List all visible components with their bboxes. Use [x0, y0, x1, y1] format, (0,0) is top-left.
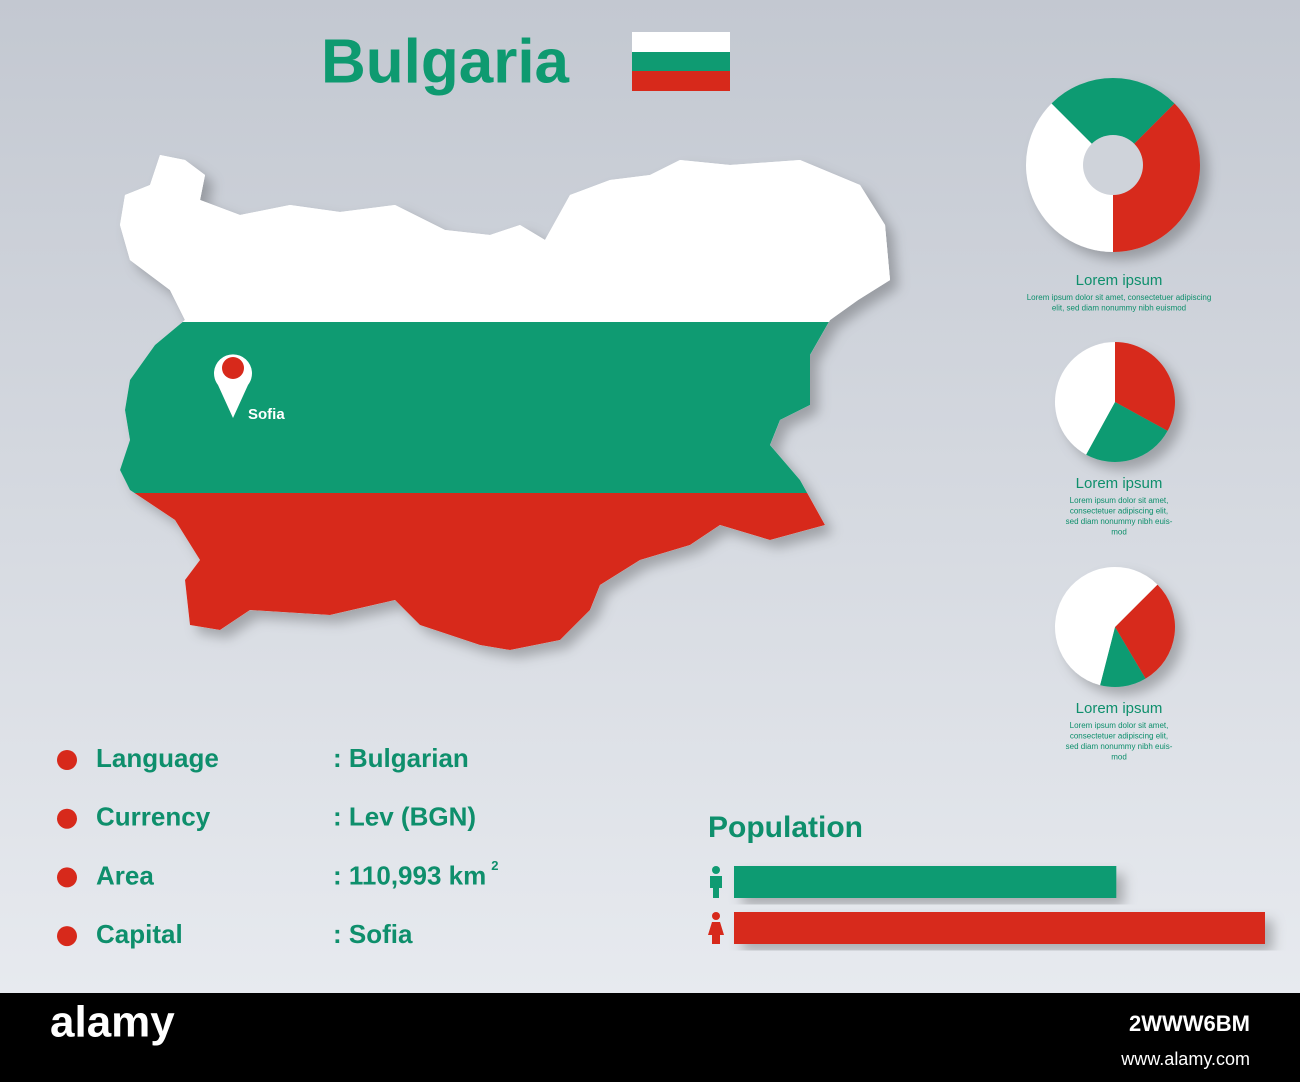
pie-text: elit, sed diam nonummy nibh euismod — [1052, 304, 1186, 313]
pie-text: consectetuer adipiscing elit, — [1070, 507, 1168, 516]
pie-segment — [1051, 77, 1175, 165]
info-label: Capital — [96, 919, 183, 949]
pie-text: Lorem ipsum dolor sit amet, — [1070, 496, 1169, 505]
bullet — [57, 926, 77, 947]
pie-segment — [1113, 103, 1200, 252]
pie-text: mod — [1111, 528, 1127, 537]
footer-logo: alamy — [50, 998, 175, 1047]
pie-segment — [1055, 567, 1158, 686]
footer-url: www.alamy.com — [1120, 1049, 1250, 1069]
info-sup: 2 — [491, 858, 498, 873]
bullet — [57, 750, 77, 770]
footer — [0, 993, 1300, 1082]
population: Population — [708, 811, 1265, 944]
info-label: Language — [96, 743, 219, 773]
pie-segment — [1026, 103, 1113, 252]
person-body — [710, 876, 722, 898]
pie-charts: Lorem ipsum Lorem ipsum dolor sit amet, c… — [1026, 77, 1212, 762]
population-title: Population — [708, 811, 863, 844]
title: Bulgaria — [321, 27, 570, 96]
pie-title: Lorem ipsum — [1076, 700, 1163, 717]
person-head — [712, 866, 720, 874]
pie — [1055, 567, 1175, 687]
pie-segment — [1100, 627, 1146, 687]
pie-title: Lorem ipsum — [1076, 475, 1163, 492]
pie-text: sed diam nonummy nibh euis- — [1066, 517, 1173, 526]
population-bar — [734, 912, 1265, 944]
pie-title: Lorem ipsum — [1076, 272, 1163, 289]
info-label: Area — [96, 860, 154, 890]
info-value: : 110,993 km — [333, 860, 486, 890]
bullet — [57, 867, 77, 888]
person-body — [708, 922, 724, 944]
info-value: : Lev (BGN) — [333, 802, 476, 832]
image-id: 2WWW6BM — [1129, 1011, 1250, 1036]
pie — [1026, 77, 1200, 252]
pie-text: sed diam nonummy nibh euis- — [1066, 742, 1173, 751]
capital-label: Sofia — [248, 406, 285, 423]
pie-text: mod — [1111, 753, 1127, 762]
pie-segment — [1115, 584, 1175, 679]
info-value: : Sofia — [333, 919, 413, 949]
donut-hole — [1083, 135, 1143, 195]
pie-segment — [1115, 342, 1175, 431]
pie-segment — [1055, 342, 1115, 455]
pie-text: consectetuer adipiscing elit, — [1070, 732, 1168, 741]
pie-text: Lorem ipsum dolor sit amet, consectetuer… — [1027, 293, 1212, 302]
info-value: : Bulgarian — [333, 743, 469, 773]
pie-text: Lorem ipsum dolor sit amet, — [1070, 721, 1169, 730]
pie — [1055, 342, 1175, 462]
flag — [632, 32, 730, 91]
population-bar — [734, 866, 1117, 898]
pie-segment — [1086, 402, 1168, 462]
info-list: Language : Bulgarian Currency : Lev (BGN) Ar… — [57, 743, 498, 949]
bullet — [57, 808, 77, 829]
info-label: Currency — [96, 802, 211, 832]
person-head — [712, 912, 720, 920]
